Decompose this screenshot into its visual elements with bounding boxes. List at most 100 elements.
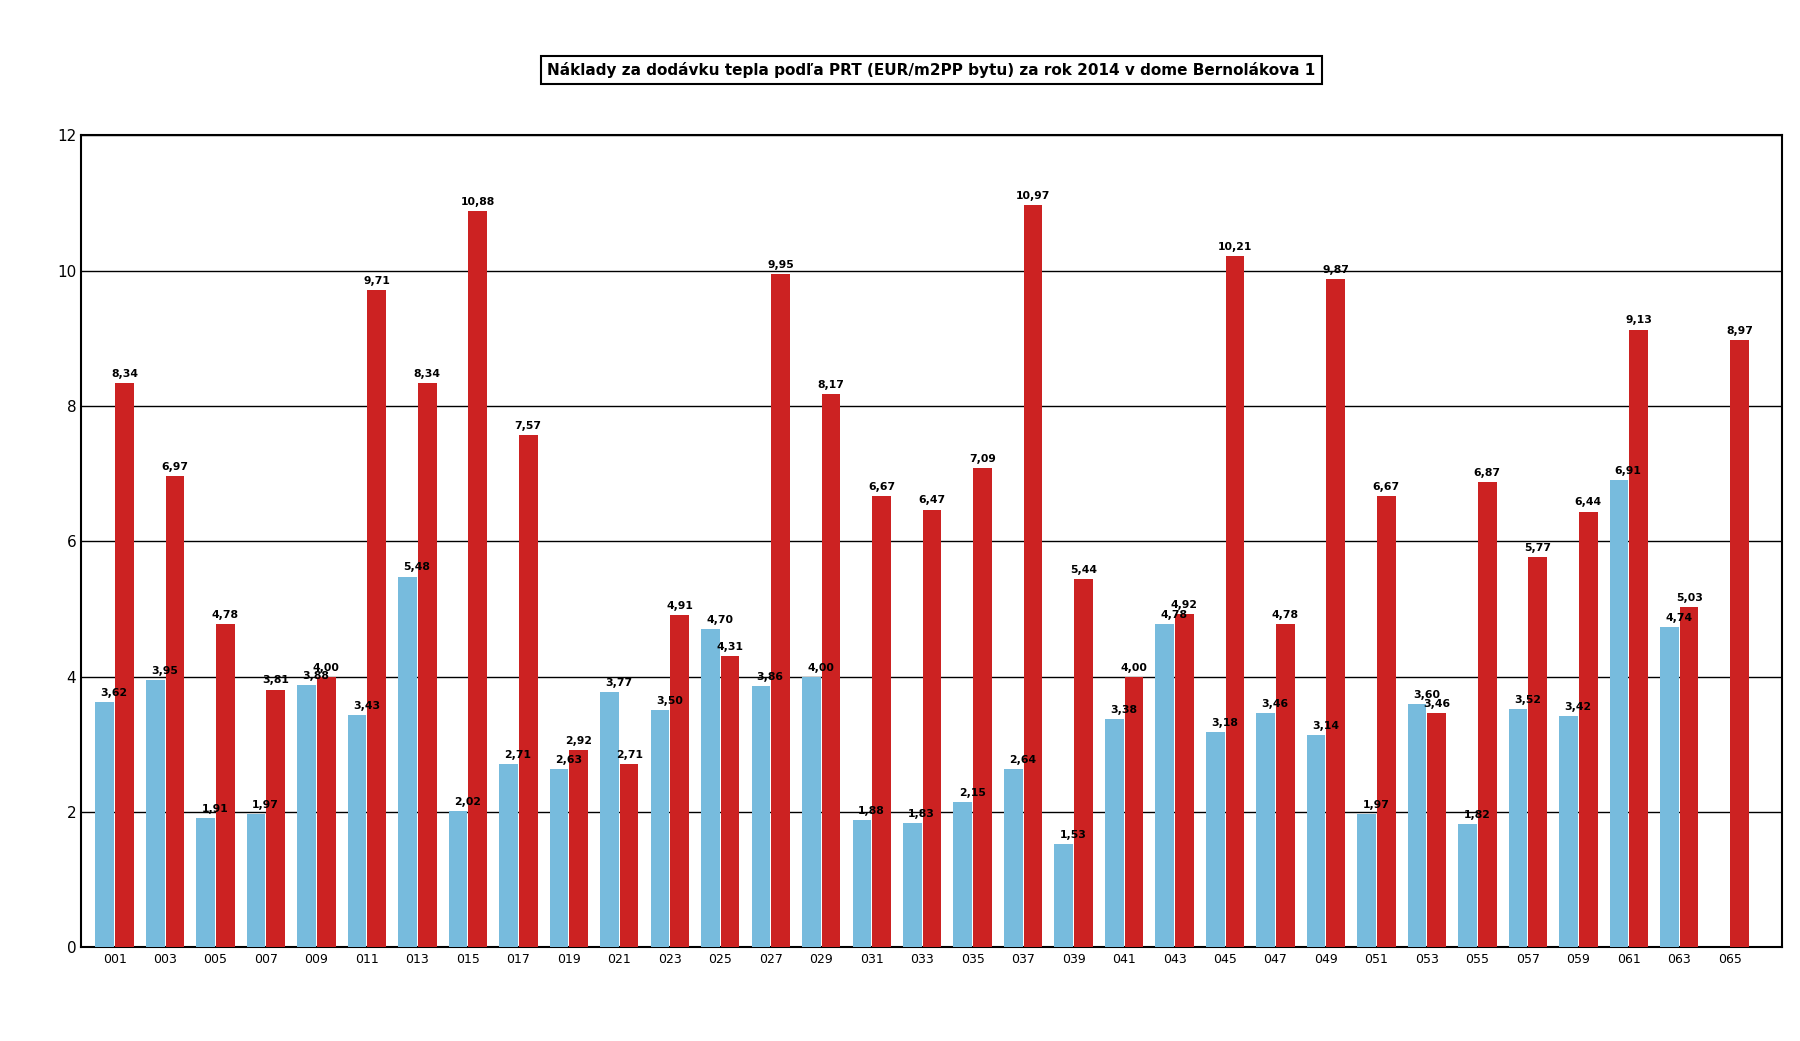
Bar (216, 624, 234, 947)
Bar (1357, 814, 1375, 947)
Bar (853, 820, 871, 947)
Bar (1458, 824, 1476, 947)
Text: 6,44: 6,44 (1575, 498, 1602, 508)
Text: 4,78: 4,78 (1273, 610, 1300, 619)
Bar (1327, 279, 1345, 947)
Text: 2,92: 2,92 (565, 736, 592, 745)
Bar (1307, 735, 1325, 947)
Text: 9,71: 9,71 (364, 276, 391, 286)
Bar (317, 677, 335, 947)
Text: 3,42: 3,42 (1564, 702, 1591, 712)
Bar (974, 467, 992, 947)
Text: 3,95: 3,95 (151, 666, 178, 676)
Text: 8,17: 8,17 (817, 380, 844, 390)
Text: 3,50: 3,50 (655, 696, 682, 707)
Text: 4,91: 4,91 (666, 601, 693, 611)
Bar (1105, 718, 1123, 947)
Bar (549, 769, 569, 947)
Bar (1276, 624, 1294, 947)
Bar (1024, 205, 1042, 947)
Bar (95, 703, 113, 947)
Bar (1175, 614, 1193, 947)
Text: 2,71: 2,71 (616, 750, 643, 760)
Bar (720, 656, 740, 947)
Bar (1730, 340, 1750, 947)
Bar (1256, 713, 1274, 947)
Text: 3,88: 3,88 (302, 670, 329, 681)
Bar (115, 383, 133, 947)
Text: 6,67: 6,67 (868, 482, 895, 492)
Text: 9,13: 9,13 (1625, 315, 1652, 326)
Text: 3,60: 3,60 (1413, 689, 1440, 700)
Text: 6,91: 6,91 (1615, 465, 1642, 476)
Text: 2,71: 2,71 (504, 750, 531, 760)
Bar (367, 290, 387, 947)
Bar (247, 814, 265, 947)
Bar (347, 715, 367, 947)
Text: 7,57: 7,57 (515, 421, 542, 431)
Text: 10,88: 10,88 (461, 197, 495, 207)
Text: 4,70: 4,70 (706, 615, 733, 626)
Bar (954, 802, 972, 947)
Bar (619, 764, 639, 947)
Text: 3,46: 3,46 (1262, 700, 1289, 709)
Bar (1377, 496, 1395, 947)
Bar (650, 711, 670, 947)
Text: 5,48: 5,48 (403, 562, 430, 573)
Text: 3,38: 3,38 (1111, 705, 1138, 714)
Bar (1660, 627, 1679, 947)
Bar (1609, 480, 1629, 947)
Text: 5,44: 5,44 (1069, 565, 1096, 575)
Text: 5,03: 5,03 (1676, 593, 1703, 603)
Text: 3,86: 3,86 (756, 672, 783, 682)
Bar (823, 395, 841, 947)
Text: 3,46: 3,46 (1424, 700, 1451, 709)
Text: 3,62: 3,62 (101, 688, 128, 699)
Bar (923, 509, 941, 947)
Text: 3,81: 3,81 (263, 676, 290, 685)
Text: 2,63: 2,63 (554, 756, 581, 765)
Text: 8,34: 8,34 (414, 369, 441, 379)
Text: 1,53: 1,53 (1060, 830, 1087, 840)
Text: 4,92: 4,92 (1170, 601, 1197, 610)
Text: 6,97: 6,97 (162, 461, 189, 472)
Text: 4,74: 4,74 (1665, 612, 1692, 623)
Bar (518, 435, 538, 947)
Bar (1679, 607, 1699, 947)
Bar (1408, 704, 1426, 947)
Bar (418, 383, 437, 947)
Bar (1508, 709, 1528, 947)
Bar (1528, 557, 1546, 947)
Bar (1629, 330, 1649, 947)
Bar (448, 811, 468, 947)
Text: 3,52: 3,52 (1514, 695, 1541, 705)
Bar (803, 677, 821, 947)
Bar (468, 211, 488, 947)
Text: 4,00: 4,00 (1120, 662, 1147, 672)
Text: 7,09: 7,09 (968, 454, 995, 463)
Text: 4,78: 4,78 (212, 610, 239, 619)
Text: 2,15: 2,15 (959, 788, 986, 797)
Text: 8,97: 8,97 (1726, 326, 1753, 336)
Bar (166, 476, 184, 947)
Text: 4,31: 4,31 (716, 641, 743, 652)
Bar (146, 680, 164, 947)
Bar (1075, 579, 1093, 947)
Text: 9,87: 9,87 (1323, 265, 1350, 276)
Bar (266, 689, 284, 947)
Text: 1,82: 1,82 (1463, 810, 1490, 820)
Bar (1055, 844, 1073, 947)
Bar (1427, 713, 1445, 947)
Text: 6,87: 6,87 (1474, 468, 1501, 479)
Text: 4,78: 4,78 (1161, 610, 1188, 619)
Bar (1004, 768, 1022, 947)
Text: 3,43: 3,43 (353, 702, 380, 711)
Text: Náklady za dodávku tepla podľa PRT (EUR/m2PP bytu) za rok 2014 v dome Bernolákov: Náklady za dodávku tepla podľa PRT (EUR/… (547, 62, 1316, 78)
Bar (569, 750, 589, 947)
Bar (752, 686, 770, 947)
Text: 10,97: 10,97 (1015, 191, 1049, 201)
Bar (770, 274, 790, 947)
Bar (398, 577, 418, 947)
Text: 1,88: 1,88 (859, 806, 884, 816)
Bar (499, 764, 518, 947)
